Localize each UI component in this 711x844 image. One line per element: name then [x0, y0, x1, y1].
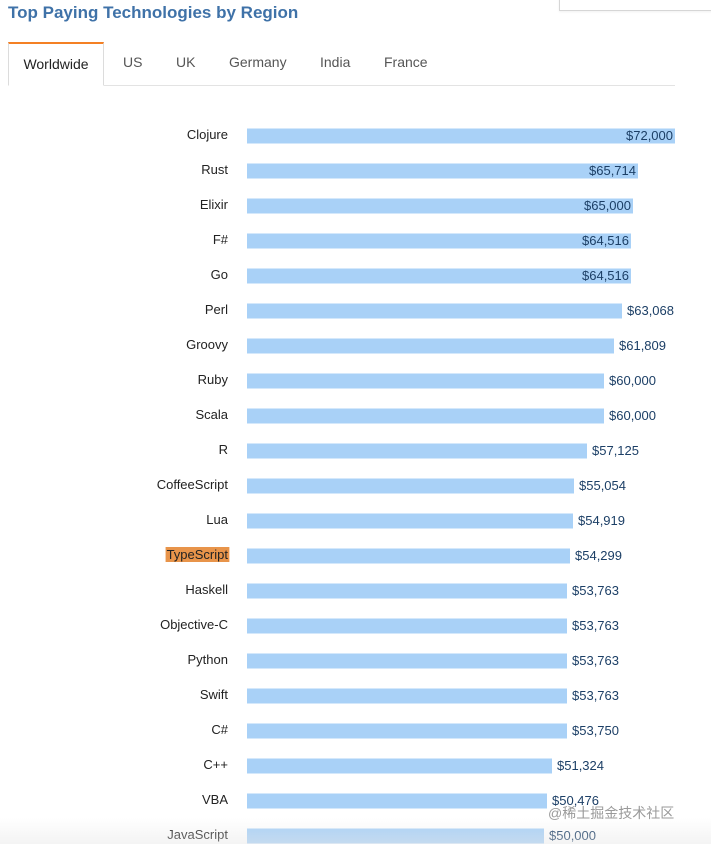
value-label-cpp: $51,324 — [557, 758, 604, 773]
value-label-swift: $53,763 — [572, 688, 619, 703]
bar-scala — [247, 408, 604, 424]
category-label-cpp: C++ — [203, 757, 228, 772]
category-label-vba: VBA — [202, 792, 228, 807]
value-label-javascript: $50,000 — [549, 828, 596, 843]
bar-r — [247, 443, 587, 459]
value-label-python: $53,763 — [572, 653, 619, 668]
value-label-clojure: $72,000 — [626, 128, 673, 143]
corner-panel-edge — [559, 0, 711, 11]
bar-haskell — [247, 583, 567, 599]
bar-elixir — [247, 198, 633, 214]
value-label-perl: $63,068 — [627, 303, 674, 318]
category-label-objective-c: Objective-C — [160, 617, 228, 632]
category-label-c-sharp: C# — [211, 722, 228, 737]
page-title: Top Paying Technologies by Region — [8, 3, 299, 22]
category-label-r: R — [219, 442, 228, 457]
bar-lua — [247, 513, 573, 529]
category-label-f-sharp: F# — [213, 232, 229, 247]
region-tabs: Worldwide US UK Germany India France — [8, 42, 675, 86]
category-label-go: Go — [211, 267, 228, 282]
bar-go — [247, 268, 631, 284]
category-label-coffeescript: CoffeeScript — [157, 477, 229, 492]
value-label-go: $64,516 — [582, 268, 629, 283]
value-label-ruby: $60,000 — [609, 373, 656, 388]
tab-worldwide[interactable]: Worldwide — [8, 42, 104, 86]
bar-perl — [247, 303, 622, 319]
tab-us[interactable]: US — [123, 54, 143, 70]
bar-c-sharp — [247, 723, 567, 739]
bar-groovy — [247, 338, 614, 354]
value-label-r: $57,125 — [592, 443, 639, 458]
value-label-scala: $60,000 — [609, 408, 656, 423]
value-label-coffeescript: $55,054 — [579, 478, 626, 493]
category-label-perl: Perl — [205, 302, 228, 317]
bar-cpp — [247, 758, 552, 774]
bar-typescript — [247, 548, 570, 564]
category-label-typescript: TypeScript — [167, 547, 229, 562]
category-label-swift: Swift — [200, 687, 229, 702]
category-label-lua: Lua — [206, 512, 228, 527]
watermark: @稀土掘金技术社区 — [548, 805, 675, 821]
bar-f-sharp — [247, 233, 631, 249]
category-label-ruby: Ruby — [198, 372, 229, 387]
value-label-haskell: $53,763 — [572, 583, 619, 598]
category-label-elixir: Elixir — [200, 197, 229, 212]
bar-python — [247, 653, 567, 669]
value-label-c-sharp: $53,750 — [572, 723, 619, 738]
value-label-rust: $65,714 — [589, 163, 636, 178]
bar-ruby — [247, 373, 604, 389]
category-label-clojure: Clojure — [187, 127, 228, 142]
highlight-marker — [165, 547, 230, 562]
value-label-objective-c: $53,763 — [572, 618, 619, 633]
bar-javascript — [247, 828, 544, 844]
tab-germany[interactable]: Germany — [229, 54, 287, 70]
value-label-elixir: $65,000 — [584, 198, 631, 213]
tab-uk[interactable]: UK — [176, 54, 196, 70]
category-label-haskell: Haskell — [185, 582, 228, 597]
category-label-groovy: Groovy — [186, 337, 228, 352]
tab-france[interactable]: France — [384, 54, 428, 70]
value-label-vba: $50,476 — [552, 793, 599, 808]
category-label-javascript: JavaScript — [167, 827, 228, 842]
value-label-groovy: $61,809 — [619, 338, 666, 353]
bar-coffeescript — [247, 478, 574, 494]
category-label-rust: Rust — [201, 162, 228, 177]
bar-objective-c — [247, 618, 567, 634]
category-label-scala: Scala — [195, 407, 228, 422]
bar-vba — [247, 793, 547, 809]
tab-india[interactable]: India — [320, 54, 351, 70]
value-label-lua: $54,919 — [578, 513, 625, 528]
value-label-typescript: $54,299 — [575, 548, 622, 563]
category-label-python: Python — [188, 652, 228, 667]
value-label-f-sharp: $64,516 — [582, 233, 629, 248]
bar-rust — [247, 163, 638, 179]
bar-clojure — [247, 128, 675, 144]
bar-swift — [247, 688, 567, 704]
